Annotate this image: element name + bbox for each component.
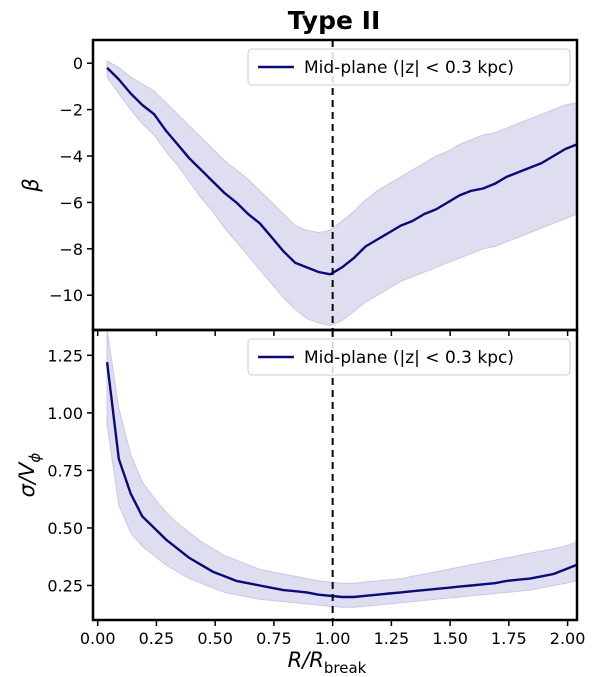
y-tick-label: 1.25: [47, 346, 83, 365]
x-tick-label: 1.75: [491, 629, 527, 648]
x-axis-label: R/Rbreak: [288, 648, 367, 677]
dispersion-x-ticks: 0.00 0.25 0.50 0.75 1.00 1.25 1.50 1.75 2.00: [80, 620, 586, 648]
y-tick-label: −2: [59, 101, 83, 120]
y-tick-label: 0.25: [47, 576, 83, 595]
beta-y-ticks: 0 −2 −4 −6 −8 −10: [49, 54, 93, 305]
beta-panel: 0 −2 −4 −6 −8 −10 Mid-plane (|z| < 0.3 kpc) β: [19, 38, 579, 336]
x-tick-label: 0.25: [139, 629, 175, 648]
x-tick-label: 0.75: [256, 629, 292, 648]
y-tick-label: 1.00: [47, 404, 83, 423]
dispersion-y-ticks: 0.25 0.50 0.75 1.00 1.25: [47, 346, 93, 595]
y-tick-label: −8: [59, 240, 83, 259]
beta-confidence-band: [106, 60, 578, 326]
dispersion-legend: Mid-plane (|z| < 0.3 kpc): [247, 338, 571, 376]
y-tick-label: 0.75: [47, 461, 83, 480]
dispersion-legend-label: Mid-plane (|z| < 0.3 kpc): [304, 348, 514, 368]
x-tick-label: 1.00: [315, 629, 351, 648]
y-tick-label: −6: [59, 193, 83, 212]
dispersion-y-label-main: σ/V: [15, 461, 39, 497]
beta-legend: Mid-plane (|z| < 0.3 kpc): [247, 48, 571, 86]
beta-series-line: [106, 66, 578, 276]
y-tick-label: −4: [59, 147, 83, 166]
beta-legend-box: [247, 48, 571, 86]
dispersion-y-axis-label: σ/Vϕ: [15, 453, 44, 498]
dispersion-series-line: [105, 362, 578, 599]
y-tick-label: −10: [49, 286, 83, 305]
beta-legend-label: Mid-plane (|z| < 0.3 kpc): [304, 58, 514, 78]
y-tick-label: 0.50: [47, 519, 83, 538]
figure-title: Type II: [288, 6, 381, 35]
y-tick-label: 0: [73, 54, 83, 73]
x-tick-label: 2.00: [550, 629, 586, 648]
x-axis-label-main: R/R: [288, 648, 324, 672]
dispersion-legend-box: [247, 338, 571, 376]
dispersion-panel: 0.25 0.50 0.75 1.00 1.25 0.00 0.25 0.50 0.75 1.0…: [15, 328, 586, 648]
x-tick-label: 0.00: [80, 629, 116, 648]
x-tick-label: 1.25: [374, 629, 410, 648]
x-axis-label-sub: break: [324, 659, 367, 677]
dispersion-axes-frame: [91, 328, 579, 622]
dispersion-y-label-sub: ϕ: [26, 453, 44, 463]
x-tick-label: 0.50: [197, 629, 233, 648]
x-tick-label: 1.50: [432, 629, 468, 648]
beta-y-axis-label: β: [19, 178, 43, 192]
